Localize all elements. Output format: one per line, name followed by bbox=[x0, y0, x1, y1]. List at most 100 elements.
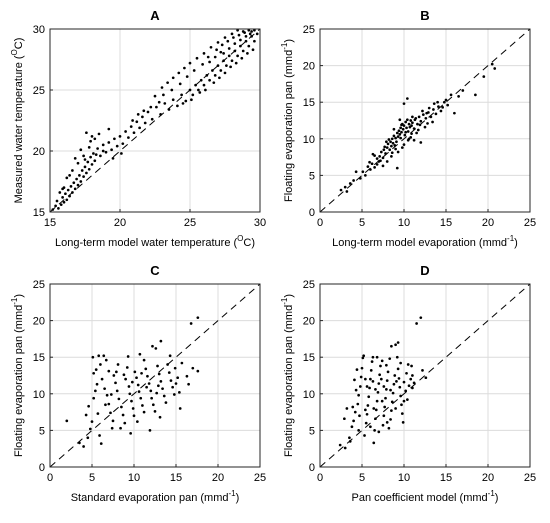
data-point bbox=[395, 131, 399, 135]
data-point bbox=[434, 112, 438, 116]
data-point bbox=[396, 135, 400, 138]
data-point bbox=[149, 389, 153, 393]
data-point bbox=[360, 366, 364, 370]
data-point bbox=[416, 122, 419, 126]
data-point bbox=[85, 131, 88, 135]
y-tick-label: 15 bbox=[33, 207, 45, 219]
data-point bbox=[365, 385, 369, 388]
data-point bbox=[58, 191, 62, 194]
y-tick-label: 0 bbox=[309, 207, 315, 219]
x-tick-label: 15 bbox=[440, 472, 452, 484]
data-point bbox=[411, 115, 414, 119]
x-axis-label: Pan coefficient model (mmd-1) bbox=[352, 489, 499, 504]
data-point bbox=[380, 359, 384, 363]
data-point bbox=[406, 130, 410, 133]
data-point bbox=[102, 354, 106, 358]
data-point bbox=[79, 148, 83, 152]
data-point bbox=[402, 124, 406, 127]
data-point bbox=[124, 377, 127, 381]
data-point bbox=[169, 379, 173, 382]
data-point bbox=[190, 98, 193, 102]
data-point bbox=[401, 420, 405, 424]
data-point bbox=[168, 354, 172, 358]
data-point bbox=[406, 118, 409, 122]
x-axis-label-unit-close: ) bbox=[514, 237, 518, 249]
y-tick-label: 5 bbox=[309, 425, 315, 437]
data-point bbox=[364, 408, 367, 412]
data-point bbox=[431, 120, 434, 124]
data-point bbox=[111, 419, 115, 423]
data-point bbox=[369, 369, 373, 372]
x-tick-label: 10 bbox=[398, 217, 410, 229]
data-point bbox=[409, 119, 413, 122]
data-point bbox=[374, 408, 378, 412]
data-point bbox=[248, 32, 252, 36]
data-point bbox=[155, 391, 159, 395]
x-axis-label: Standard evaporation pan (mmd-1) bbox=[71, 489, 240, 504]
data-point bbox=[174, 382, 178, 385]
data-point bbox=[223, 71, 227, 75]
data-point bbox=[368, 160, 371, 164]
data-point bbox=[444, 98, 448, 102]
data-point bbox=[379, 159, 382, 163]
data-point bbox=[356, 402, 360, 406]
y-tick-label: 20 bbox=[303, 61, 315, 73]
data-point bbox=[383, 405, 387, 409]
data-point bbox=[215, 48, 218, 52]
data-point bbox=[382, 414, 386, 418]
data-point bbox=[253, 28, 256, 32]
data-point bbox=[218, 76, 221, 80]
data-point bbox=[237, 33, 241, 37]
panel-title: A bbox=[150, 8, 160, 23]
data-point bbox=[101, 149, 105, 153]
data-point bbox=[370, 360, 374, 363]
data-point bbox=[461, 89, 465, 92]
data-point bbox=[377, 430, 381, 434]
data-point bbox=[380, 399, 384, 403]
x-axis-label-unit-close: C) bbox=[243, 237, 255, 249]
data-point bbox=[385, 146, 389, 149]
data-point bbox=[385, 160, 389, 163]
data-point bbox=[149, 105, 153, 109]
data-point bbox=[54, 204, 57, 208]
data-point bbox=[419, 316, 423, 320]
data-point bbox=[390, 151, 394, 155]
data-point bbox=[164, 401, 168, 404]
data-point bbox=[198, 91, 202, 94]
data-point bbox=[230, 59, 234, 63]
data-point bbox=[391, 141, 395, 145]
data-point bbox=[219, 69, 223, 72]
data-point bbox=[253, 39, 256, 43]
data-point bbox=[113, 137, 116, 141]
data-point bbox=[250, 34, 253, 38]
data-point bbox=[157, 384, 160, 388]
data-point bbox=[370, 162, 374, 166]
x-axis-label-text: Long-term model water temperature ( bbox=[55, 237, 238, 249]
data-point bbox=[110, 148, 113, 152]
data-point bbox=[385, 363, 388, 367]
data-point bbox=[371, 380, 375, 383]
data-point bbox=[395, 140, 398, 144]
y-axis-label-unit-close: ) bbox=[283, 294, 295, 298]
data-point bbox=[136, 383, 140, 387]
data-point bbox=[227, 54, 231, 58]
data-point bbox=[167, 108, 171, 111]
data-point bbox=[180, 361, 184, 365]
data-point bbox=[148, 429, 152, 432]
data-point bbox=[343, 185, 347, 189]
data-point bbox=[378, 373, 381, 377]
data-point bbox=[343, 417, 346, 421]
x-tick-label: 20 bbox=[482, 217, 494, 229]
data-point bbox=[202, 52, 206, 55]
data-point bbox=[410, 132, 413, 136]
data-point bbox=[359, 375, 363, 379]
data-point bbox=[232, 36, 235, 39]
y-tick-label: 25 bbox=[33, 85, 45, 97]
data-point bbox=[222, 52, 225, 55]
data-point bbox=[387, 138, 391, 141]
data-point bbox=[166, 363, 169, 366]
data-point bbox=[151, 344, 154, 348]
data-point bbox=[222, 59, 225, 63]
data-point bbox=[474, 93, 477, 97]
data-point bbox=[378, 155, 381, 158]
